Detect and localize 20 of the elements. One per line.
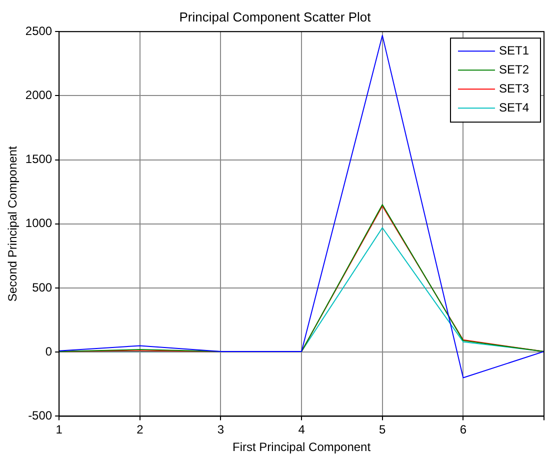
legend-label: SET3: [499, 81, 530, 96]
x-tick-label: 2: [136, 422, 144, 437]
x-axis-title: First Principal Component: [232, 440, 372, 454]
y-tick-label: 2000: [25, 88, 52, 102]
y-tick-label: 1000: [25, 216, 52, 230]
y-tick-label: -500: [28, 408, 52, 423]
x-tick-label: 5: [379, 422, 386, 437]
x-tick-label: 6: [460, 422, 467, 437]
x-tick-label: 4: [298, 422, 306, 437]
legend-label: SET4: [499, 100, 530, 114]
x-tick-label: 3: [217, 422, 224, 437]
x-tick-label: 1: [56, 422, 63, 437]
legend-label: SET1: [499, 43, 530, 58]
y-axis-title: Second Principal Component: [6, 146, 20, 302]
y-tick-label: 0: [45, 344, 52, 358]
y-tick-label: 2500: [25, 24, 52, 38]
legend-label: SET2: [499, 62, 530, 76]
y-tick-label: 500: [32, 280, 52, 294]
y-tick-label: 1500: [25, 152, 52, 166]
chart-title: Principal Component Scatter Plot: [179, 9, 372, 24]
